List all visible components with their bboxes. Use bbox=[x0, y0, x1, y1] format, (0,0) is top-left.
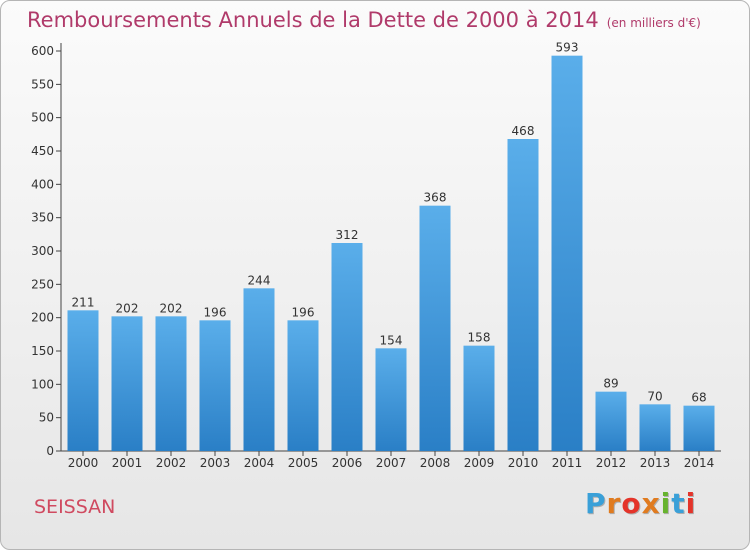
bar bbox=[243, 288, 275, 451]
data-label: 368 bbox=[424, 191, 447, 205]
x-tick-label: 2000 bbox=[68, 456, 99, 470]
data-label: 89 bbox=[603, 377, 618, 391]
town-name: SEISSAN bbox=[34, 496, 116, 518]
bar bbox=[683, 405, 715, 451]
chart-subtitle: (en milliers d'€) bbox=[606, 16, 701, 30]
x-tick-label: 2002 bbox=[156, 456, 187, 470]
bar bbox=[155, 316, 187, 451]
data-label: 468 bbox=[512, 124, 535, 138]
bar bbox=[199, 320, 231, 451]
x-tick-label: 2014 bbox=[684, 456, 715, 470]
data-label: 154 bbox=[380, 333, 403, 347]
chart-title: Remboursements Annuels de la Dette de 20… bbox=[27, 8, 701, 32]
x-tick-label: 2007 bbox=[376, 456, 407, 470]
bar bbox=[463, 345, 495, 451]
y-tick-label: 300 bbox=[31, 244, 54, 258]
x-tick-label: 2011 bbox=[552, 456, 583, 470]
y-tick-label: 250 bbox=[31, 277, 54, 291]
y-tick-label: 600 bbox=[31, 44, 54, 58]
y-tick-label: 500 bbox=[31, 111, 54, 125]
data-label: 211 bbox=[72, 295, 95, 309]
data-label: 593 bbox=[556, 41, 579, 55]
y-tick-label: 50 bbox=[39, 411, 54, 425]
bar bbox=[375, 348, 407, 451]
data-label: 312 bbox=[336, 228, 359, 242]
y-tick-label: 0 bbox=[46, 444, 54, 458]
x-tick-label: 2013 bbox=[640, 456, 671, 470]
y-tick-label: 550 bbox=[31, 77, 54, 91]
x-tick-label: 2001 bbox=[112, 456, 143, 470]
y-tick-label: 350 bbox=[31, 211, 54, 225]
chart-title-text: Remboursements Annuels de la Dette de 20… bbox=[27, 8, 599, 32]
y-tick-label: 100 bbox=[31, 377, 54, 391]
proxiti-logo: Proxiti bbox=[585, 487, 697, 520]
data-label: 158 bbox=[468, 331, 491, 345]
y-tick-label: 200 bbox=[31, 311, 54, 325]
data-label: 196 bbox=[292, 305, 315, 319]
bar bbox=[331, 243, 363, 451]
data-label: 202 bbox=[116, 301, 139, 315]
bar bbox=[287, 320, 319, 451]
bar bbox=[639, 404, 671, 451]
x-tick-label: 2005 bbox=[288, 456, 319, 470]
data-label: 244 bbox=[248, 273, 271, 287]
bar bbox=[111, 316, 143, 451]
x-tick-label: 2006 bbox=[332, 456, 363, 470]
data-label: 70 bbox=[647, 389, 662, 403]
bar bbox=[419, 205, 451, 451]
y-tick-label: 150 bbox=[31, 344, 54, 358]
bar bbox=[595, 391, 627, 451]
x-tick-label: 2010 bbox=[508, 456, 539, 470]
data-label: 202 bbox=[160, 301, 183, 315]
data-label: 196 bbox=[204, 305, 227, 319]
x-tick-label: 2004 bbox=[244, 456, 275, 470]
x-tick-label: 2012 bbox=[596, 456, 627, 470]
y-tick-label: 450 bbox=[31, 144, 54, 158]
bar bbox=[507, 139, 539, 451]
y-tick-label: 400 bbox=[31, 177, 54, 191]
x-tick-label: 2009 bbox=[464, 456, 495, 470]
x-tick-label: 2008 bbox=[420, 456, 451, 470]
bar bbox=[67, 310, 99, 451]
data-label: 68 bbox=[691, 391, 706, 405]
bar bbox=[551, 55, 583, 452]
x-tick-label: 2003 bbox=[200, 456, 231, 470]
